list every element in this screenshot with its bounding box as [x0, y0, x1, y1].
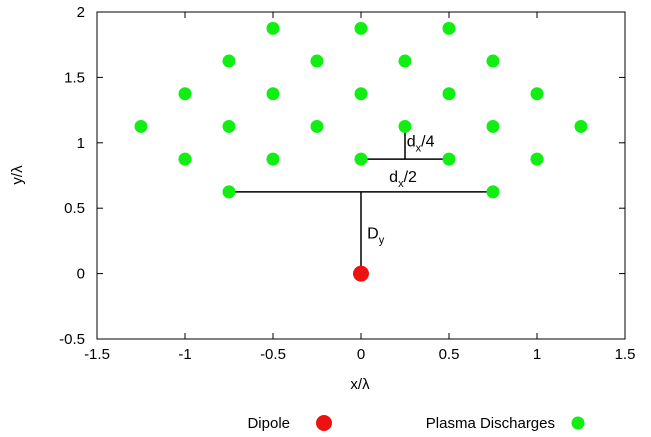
plasma-discharge-point: [486, 185, 500, 199]
plasma-discharge-point: [222, 119, 236, 133]
x-tick-label: -0.5: [260, 346, 286, 363]
legend-label: Plasma Discharges: [426, 415, 555, 432]
annotation-label-dy: Dy: [367, 225, 385, 246]
plasma-discharge-point: [310, 54, 324, 68]
plasma-discharge-point: [574, 119, 588, 133]
plasma-discharge-point: [354, 152, 368, 166]
plasma-discharge-point: [442, 87, 456, 101]
x-tick-label: -1: [178, 346, 191, 363]
plasma-discharge-point: [530, 87, 544, 101]
annotation-label-dx-half: dx/2: [389, 169, 417, 190]
plasma-discharge-point: [442, 152, 456, 166]
legend-marker: [571, 416, 585, 430]
legend-marker: [316, 415, 332, 431]
y-tick-label: 1: [77, 135, 85, 152]
plasma-discharge-point: [222, 54, 236, 68]
x-tick-label: 0.5: [439, 346, 460, 363]
y-tick-label: 0.5: [64, 200, 85, 217]
annotation-lines: Dy dx/2 dx/4: [229, 126, 493, 274]
plasma-discharge-point: [398, 119, 412, 133]
dipole-point: [353, 265, 369, 282]
legend: Dipole Plasma Discharges: [247, 415, 585, 432]
plasma-discharge-point: [530, 152, 544, 166]
plasma-discharge-point: [266, 152, 280, 166]
annotation-label-dx-quarter: dx/4: [407, 134, 435, 155]
plasma-discharge-point: [134, 119, 148, 133]
plasma-discharge-point: [178, 87, 192, 101]
axis-ticks: -1.5 -1 -0.5 0 0.5 1 1.5 -0.5 0 0.5 1 1.5 2: [59, 4, 635, 363]
plasma-discharge-point: [486, 54, 500, 68]
plasma-discharge-point: [354, 21, 368, 35]
data-points: [134, 21, 588, 282]
plasma-discharge-point: [266, 87, 280, 101]
plasma-discharge-point: [442, 21, 456, 35]
y-tick-label: 2: [77, 4, 85, 21]
x-tick-label: 0: [357, 346, 365, 363]
plasma-discharge-point: [266, 21, 280, 35]
y-tick-label: -0.5: [59, 331, 85, 348]
plasma-discharge-point: [222, 185, 236, 199]
plasma-discharge-point: [310, 119, 324, 133]
y-axis-label: y/λ: [9, 165, 26, 185]
plot-border: [96, 11, 626, 340]
plasma-discharge-point: [398, 54, 412, 68]
x-tick-label: -1.5: [84, 346, 110, 363]
y-tick-label: 0: [77, 266, 85, 283]
plasma-discharge-point: [178, 152, 192, 166]
plasma-discharge-point: [354, 87, 368, 101]
x-tick-label: 1.5: [615, 346, 636, 363]
legend-label: Dipole: [247, 415, 290, 432]
y-tick-label: 1.5: [64, 69, 85, 86]
plasma-discharge-point: [486, 119, 500, 133]
x-axis-label: x/λ: [350, 376, 370, 393]
x-tick-label: 1: [533, 346, 541, 363]
plot-frame: [96, 11, 626, 340]
